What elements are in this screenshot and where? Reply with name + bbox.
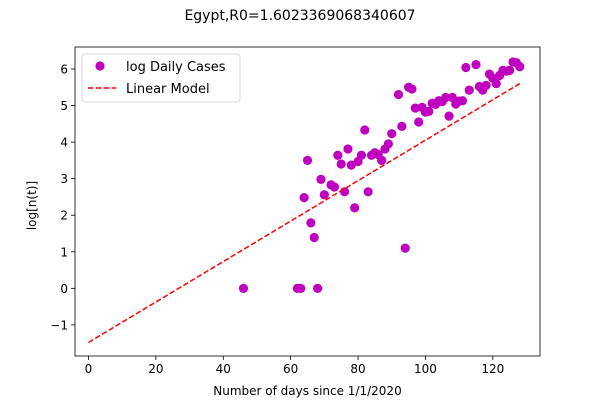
data-point-51 [471, 59, 481, 70]
data-point-17 [350, 203, 360, 213]
data-point-11 [329, 182, 340, 192]
data-point-15 [343, 144, 353, 154]
data-point-43 [441, 92, 451, 103]
x-tick-label-5: 100 [414, 362, 437, 376]
data-point-13 [336, 159, 346, 169]
data-point-49 [461, 62, 471, 73]
data-point-33 [407, 84, 417, 94]
data-point-54 [481, 80, 491, 90]
data-point-57 [491, 78, 501, 89]
data-point-19 [356, 150, 367, 160]
x-tick-label-4: 80 [350, 362, 365, 376]
data-point-38 [424, 106, 434, 116]
data-point-3 [299, 193, 309, 203]
data-point-12 [333, 150, 343, 160]
legend-label-log-daily-cases: log Daily Cases [126, 60, 226, 75]
legend-box [81, 53, 241, 103]
series-layer [88, 57, 525, 344]
data-point-2 [296, 283, 306, 293]
data-point-34 [410, 103, 420, 113]
data-point-30 [397, 121, 407, 131]
data-point-4 [302, 155, 313, 165]
axes-frame [74, 46, 541, 357]
x-tick-label-0: 0 [85, 362, 93, 376]
y-tick-label-0: −1 [50, 318, 68, 332]
data-point-5 [306, 218, 316, 228]
data-point-16 [346, 160, 356, 170]
chart-title: Egypt,R0=1.6023369068340607 [184, 8, 415, 24]
y-tick-label-7: 6 [60, 62, 68, 76]
x-tick-label-2: 40 [216, 362, 231, 376]
data-point-50 [464, 85, 474, 95]
data-point-21 [363, 187, 373, 197]
legend-label-linear-model: Linear Model [126, 82, 210, 97]
data-point-8 [316, 174, 326, 184]
data-point-25 [377, 155, 387, 165]
data-point-20 [360, 125, 370, 135]
data-point-61 [505, 65, 515, 76]
data-point-28 [387, 129, 397, 139]
data-point-64 [515, 62, 525, 72]
x-tick-label-3: 60 [283, 362, 298, 376]
data-point-9 [319, 190, 329, 200]
data-point-48 [457, 96, 468, 106]
axes-layer: 0 20 40 60 80 100 120 −1 0 1 2 3 4 5 6 [50, 46, 541, 376]
x-tick-label-1: 20 [148, 362, 163, 376]
y-tick-label-2: 1 [60, 245, 68, 259]
data-point-6 [309, 232, 319, 243]
linear-model-line [88, 82, 521, 344]
data-point-35 [414, 117, 424, 127]
legend: log Daily Cases Linear Model [81, 53, 241, 103]
legend-marker-log-daily-cases [95, 61, 105, 71]
y-axis-label: log[n(t)] [25, 181, 39, 230]
data-point-31 [400, 243, 410, 253]
data-point-7 [313, 283, 323, 293]
y-tick-label-4: 3 [60, 172, 68, 186]
data-point-14 [339, 187, 350, 197]
data-point-0 [238, 283, 249, 293]
data-point-29 [393, 89, 404, 100]
data-point-27 [383, 139, 393, 149]
x-axis-label: Number of days since 1/1/2020 [213, 384, 401, 398]
y-tick-label-5: 4 [60, 136, 68, 150]
y-tick-label-6: 5 [60, 99, 68, 113]
y-tick-label-1: 0 [60, 282, 68, 296]
data-point-44 [444, 111, 454, 121]
y-tick-label-3: 2 [60, 209, 68, 223]
x-tick-label-6: 120 [481, 362, 504, 376]
